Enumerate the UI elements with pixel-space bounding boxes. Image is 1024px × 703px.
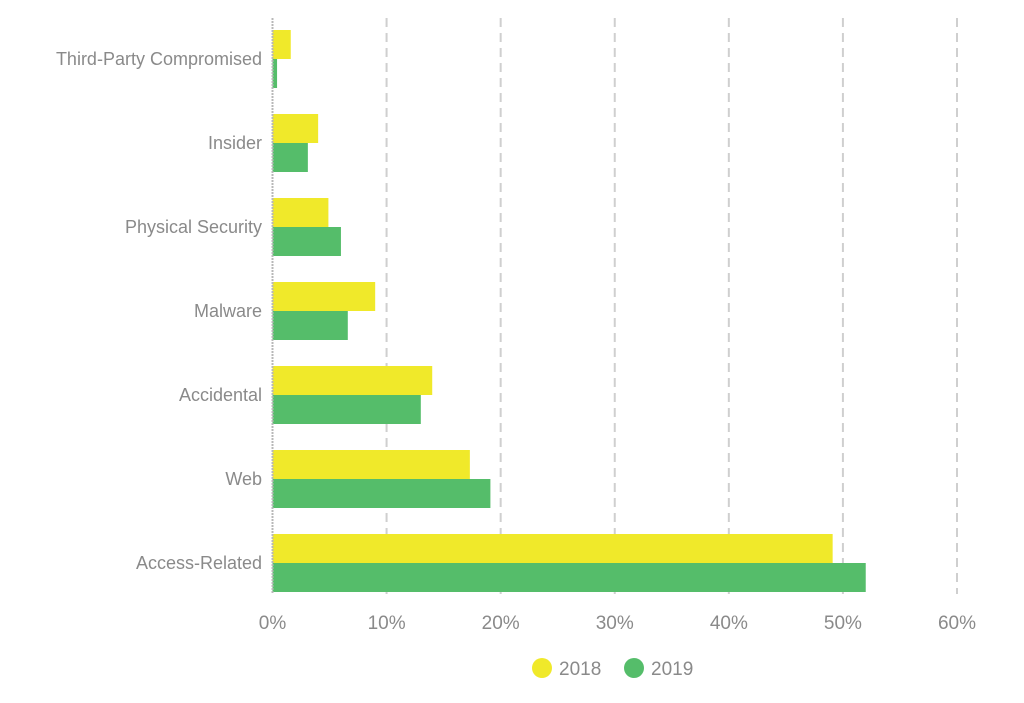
x-tick-label: 60% <box>938 613 976 634</box>
bar-2019 <box>272 563 866 592</box>
category-label: Third-Party Compromised <box>56 49 262 69</box>
bar-2019 <box>272 143 308 172</box>
x-tick-label: 20% <box>482 613 520 634</box>
bar-2018 <box>272 30 291 59</box>
x-tick-label: 30% <box>596 613 634 634</box>
bar-2018 <box>272 534 833 563</box>
bar-2019 <box>272 227 341 256</box>
x-tick-label: 10% <box>368 613 406 634</box>
x-tick-label: 0% <box>259 613 287 634</box>
legend-label: 2018 <box>559 659 601 680</box>
bar-2018 <box>272 450 470 479</box>
category-label: Access-Related <box>136 553 262 573</box>
category-label: Insider <box>208 133 262 153</box>
bar-2018 <box>272 114 319 143</box>
bar-2019 <box>272 479 491 508</box>
bar-2019 <box>272 311 348 340</box>
x-tick-label: 50% <box>824 613 862 634</box>
bar-2019 <box>272 59 278 88</box>
category-label: Accidental <box>179 385 262 405</box>
category-label: Web <box>225 469 262 489</box>
x-tick-label: 40% <box>710 613 748 634</box>
bar-2018 <box>272 282 376 311</box>
bar-2019 <box>272 395 421 424</box>
bar-2018 <box>272 198 329 227</box>
legend-marker-2019 <box>624 658 644 678</box>
category-label: Malware <box>194 301 262 321</box>
bar-2018 <box>272 366 433 395</box>
legend-marker-2018 <box>532 658 552 678</box>
legend-label: 2019 <box>651 659 693 680</box>
category-label: Physical Security <box>125 217 262 237</box>
